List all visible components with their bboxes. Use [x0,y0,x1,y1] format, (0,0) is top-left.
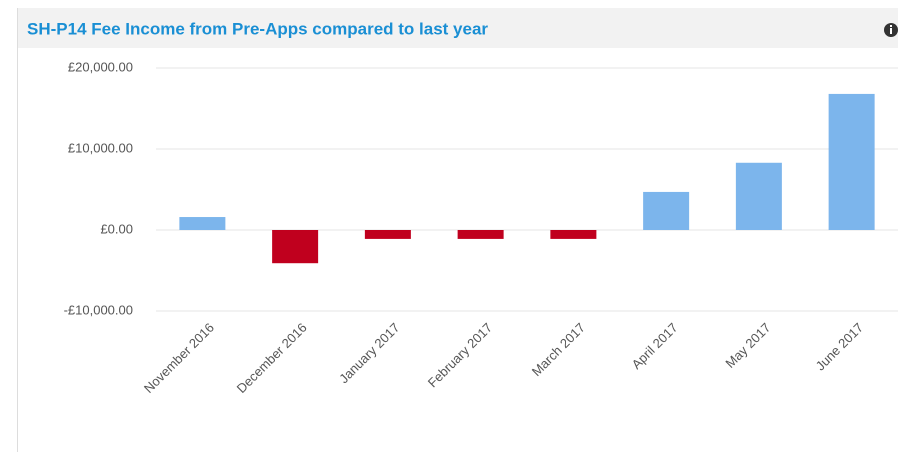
bar [735,162,782,230]
x-tick-label: April 2017 [629,320,681,372]
x-tick-label: May 2017 [722,320,773,371]
chart-title: SH-P14 Fee Income from Pre-Apps compared… [27,19,488,38]
info-icon-glyph [890,28,892,34]
y-tick-label: -£10,000.00 [64,302,133,317]
x-tick-label: November 2016 [141,320,217,396]
bar [550,230,597,239]
bar [457,230,504,239]
x-tick-label: February 2017 [425,320,495,390]
x-tick-label: June 2017 [813,320,867,374]
info-icon-dot [890,25,892,27]
panel-header [17,8,898,48]
x-tick-label: December 2016 [234,320,310,396]
bar [828,93,875,230]
bar [643,191,690,230]
bar [272,230,319,264]
x-tick-label: March 2017 [529,320,588,379]
bar [364,230,411,239]
y-tick-label: £20,000.00 [68,59,133,74]
x-tick-label: January 2017 [336,320,402,386]
y-tick-label: £10,000.00 [68,140,133,155]
bar [179,217,226,230]
y-tick-label: £0.00 [100,221,133,236]
